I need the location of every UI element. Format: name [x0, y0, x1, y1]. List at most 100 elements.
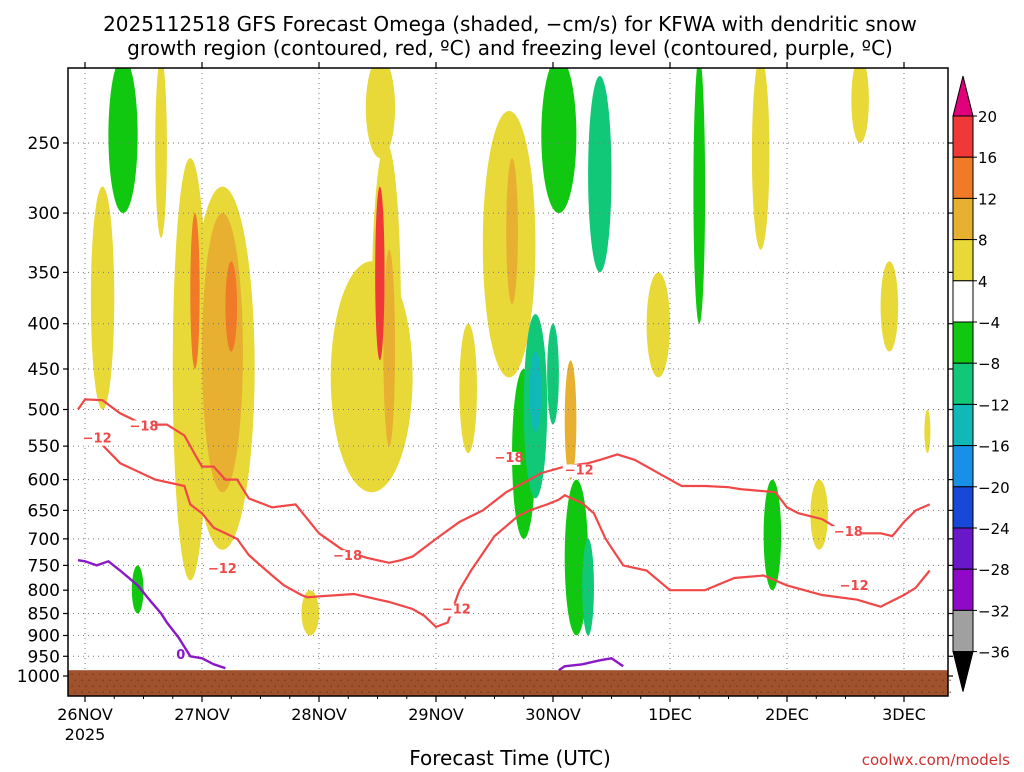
ground-dot [802, 679, 804, 681]
ground-dot [830, 691, 832, 693]
ground-dot [603, 685, 605, 687]
ground-dot [743, 685, 745, 687]
ground-dot [519, 673, 521, 675]
ground-dot [624, 685, 626, 687]
ground-dot [148, 685, 150, 687]
ground-dot [806, 673, 808, 675]
contour-label-bg [331, 550, 360, 564]
ground-dot [526, 673, 528, 675]
ground-dot [708, 673, 710, 675]
x-tick-label: 27NOV [174, 705, 230, 724]
ground-dot [120, 673, 122, 675]
ground-dot [298, 691, 300, 693]
ground-dot [442, 685, 444, 687]
ground-dot [862, 685, 864, 687]
ground-dot [505, 685, 507, 687]
ground-dot [620, 691, 622, 693]
ground-dot [375, 679, 377, 681]
colorbar-segment [952, 239, 974, 282]
ground-dot [435, 673, 437, 675]
ground-dot [606, 691, 608, 693]
ground-dot [263, 691, 265, 693]
ground-dot [106, 685, 108, 687]
ground-dot [781, 691, 783, 693]
ground-dot [536, 691, 538, 693]
ground-dot [694, 673, 696, 675]
ground-dot [204, 673, 206, 675]
ground-dot [277, 691, 279, 693]
ground-dot [190, 685, 192, 687]
ground-dot [543, 679, 545, 681]
freezing-contour-label: 0 [176, 648, 185, 663]
ground-dot [351, 673, 353, 675]
ground-dot [830, 679, 832, 681]
ground-dot [421, 685, 423, 687]
ground-dot [739, 679, 741, 681]
ground-dot [158, 679, 160, 681]
ground-dot [662, 679, 664, 681]
ground-dot [400, 673, 402, 675]
ground-dot [949, 691, 951, 693]
ground-dot [288, 685, 290, 687]
ground-dot [589, 685, 591, 687]
ground-dot [361, 691, 363, 693]
dgz-contour-label: −18 [495, 451, 524, 466]
ground-dot [722, 673, 724, 675]
ground-dot [193, 691, 195, 693]
ground-dot [459, 679, 461, 681]
ground-dot [186, 691, 188, 693]
omega-cell [506, 158, 518, 304]
ground-dot [701, 673, 703, 675]
ground-dot [610, 685, 612, 687]
ground-dot [893, 691, 895, 693]
ground-dot [204, 685, 206, 687]
ground-dot [907, 679, 909, 681]
ground-dot [218, 685, 220, 687]
ground-dot [480, 691, 482, 693]
dgz-contour-label: −18 [834, 525, 863, 540]
ground-dot [911, 673, 913, 675]
contour-lines [77, 398, 931, 672]
omega-shading [90, 68, 931, 636]
ground-dot [491, 673, 493, 675]
ground-dot [585, 691, 587, 693]
omega-cell [851, 68, 869, 143]
ground-dot [235, 679, 237, 681]
ground-dot [190, 673, 192, 675]
ground-dot [935, 679, 937, 681]
ground-dot [260, 673, 262, 675]
ground-dot [253, 673, 255, 675]
ground-dot [837, 679, 839, 681]
ground-dot [333, 679, 335, 681]
contour-label-bg [492, 451, 521, 465]
ground-dot [452, 679, 454, 681]
ground-dot [274, 685, 276, 687]
ground-dot [561, 673, 563, 675]
ground-dot [141, 685, 143, 687]
ground-dot [365, 685, 367, 687]
ground-dot [309, 685, 311, 687]
ground-dot [855, 673, 857, 675]
ground-dot [389, 691, 391, 693]
ground-dot [802, 691, 804, 693]
ground-dot [890, 673, 892, 675]
ground-dot [305, 691, 307, 693]
ground-dot [200, 691, 202, 693]
colorbar-label: 12 [978, 190, 997, 208]
omega-cell [582, 538, 594, 636]
ground-dot [844, 679, 846, 681]
ground-dot [680, 685, 682, 687]
ground-dot [379, 673, 381, 675]
ground-dot [74, 691, 76, 693]
ground-dot [134, 673, 136, 675]
ground-dot [435, 685, 437, 687]
ground-dot [620, 679, 622, 681]
ground-dot [155, 685, 157, 687]
ground-dot [589, 673, 591, 675]
ground-dot [778, 685, 780, 687]
omega-cell [564, 360, 577, 480]
omega-cell [365, 68, 396, 159]
ground-dot [372, 685, 374, 687]
credit-text: coolwx.com/models [862, 751, 1010, 768]
colorbar-label: 4 [978, 273, 988, 291]
